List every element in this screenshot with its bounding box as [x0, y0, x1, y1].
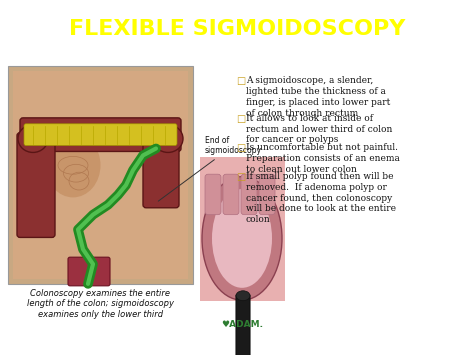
Text: FLEXIBLE SIGMOIDOSCOPY: FLEXIBLE SIGMOIDOSCOPY: [69, 19, 405, 39]
Text: ♥ADAM.: ♥ADAM.: [221, 321, 263, 329]
FancyBboxPatch shape: [143, 133, 179, 208]
Text: □: □: [236, 114, 245, 124]
FancyBboxPatch shape: [68, 257, 110, 286]
FancyBboxPatch shape: [24, 124, 177, 146]
FancyBboxPatch shape: [17, 133, 55, 237]
FancyBboxPatch shape: [8, 66, 193, 284]
Text: A sigmoidoscope, a slender,
lighted tube the thickness of a
finger, is placed in: A sigmoidoscope, a slender, lighted tube…: [246, 76, 391, 118]
FancyBboxPatch shape: [236, 295, 250, 355]
Text: End of
sigmoidoscopy: End of sigmoidoscopy: [158, 136, 262, 201]
Text: Is uncomfortable but not painful.
Preparation consists of an enema
to clean out : Is uncomfortable but not painful. Prepar…: [246, 143, 400, 174]
FancyBboxPatch shape: [241, 174, 257, 215]
FancyBboxPatch shape: [223, 174, 239, 215]
FancyBboxPatch shape: [20, 118, 181, 152]
Ellipse shape: [18, 125, 48, 152]
Text: □: □: [236, 143, 245, 153]
Ellipse shape: [236, 291, 250, 301]
Text: It allows to look at inside of
rectum and lower third of colon
for cancer or pol: It allows to look at inside of rectum an…: [246, 114, 392, 144]
Ellipse shape: [46, 133, 100, 197]
Text: □: □: [236, 172, 245, 182]
Text: If small polyp found then will be
removed.  If adenoma polyp or
cancer found, th: If small polyp found then will be remove…: [246, 172, 396, 224]
Text: Colonoscopy examines the entire
length of the colon; sigmoidoscopy
examines only: Colonoscopy examines the entire length o…: [27, 289, 174, 318]
Ellipse shape: [212, 189, 272, 288]
Ellipse shape: [202, 177, 282, 300]
Ellipse shape: [153, 125, 183, 152]
FancyBboxPatch shape: [200, 157, 285, 301]
FancyBboxPatch shape: [13, 71, 188, 279]
FancyBboxPatch shape: [259, 174, 275, 215]
Text: □: □: [236, 76, 245, 86]
FancyBboxPatch shape: [205, 174, 221, 215]
